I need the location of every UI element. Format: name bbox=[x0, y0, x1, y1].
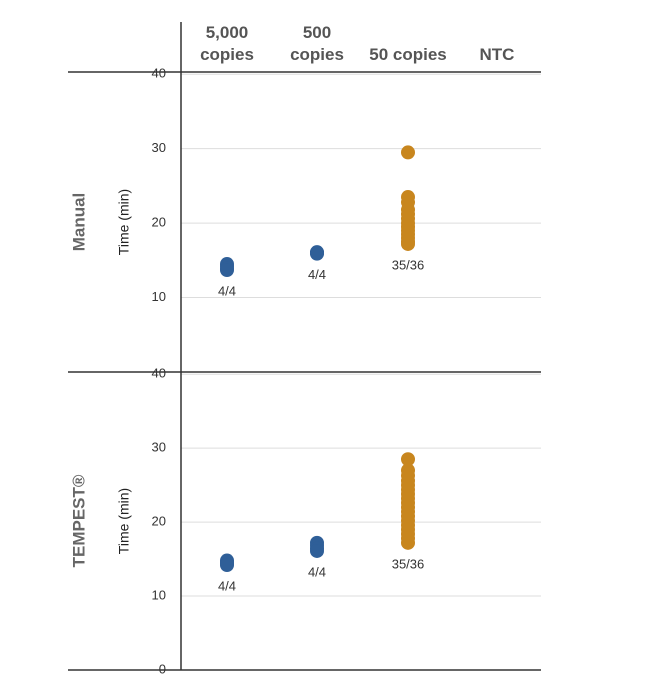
y-axis-label: Time (min) bbox=[116, 189, 132, 255]
value-label: 4/4 bbox=[218, 578, 236, 593]
point bbox=[401, 236, 415, 251]
y-tick-label: 30 bbox=[152, 140, 166, 155]
point bbox=[220, 263, 234, 278]
y-tick-label: 40 bbox=[152, 366, 166, 381]
value-label: 4/4 bbox=[308, 267, 326, 282]
y-tick-label: 30 bbox=[152, 440, 166, 455]
column-header: 500 copies bbox=[290, 23, 344, 64]
y-tick-label: 20 bbox=[152, 514, 166, 529]
value-label: 4/4 bbox=[218, 283, 236, 298]
value-label: 4/4 bbox=[308, 564, 326, 579]
row-label: TEMPEST® bbox=[69, 474, 88, 567]
y-tick-label: 0 bbox=[159, 661, 166, 676]
y-axis-label: Time (min) bbox=[116, 488, 132, 554]
y-tick-label: 20 bbox=[152, 215, 166, 230]
point bbox=[401, 145, 415, 160]
column-header: 50 copies bbox=[369, 45, 447, 64]
value-label: 35/36 bbox=[392, 556, 425, 571]
row-label: Manual bbox=[69, 193, 88, 252]
y-tick-label: 10 bbox=[152, 587, 166, 602]
value-label: 35/36 bbox=[392, 257, 425, 272]
column-header: 5,000 copies bbox=[200, 23, 254, 64]
point bbox=[401, 452, 415, 467]
point bbox=[401, 535, 415, 550]
point bbox=[310, 246, 324, 261]
y-tick-label: 40 bbox=[152, 66, 166, 81]
point bbox=[220, 557, 234, 572]
y-tick-label: 10 bbox=[152, 289, 166, 304]
column-header: NTC bbox=[479, 45, 515, 64]
point bbox=[310, 543, 324, 558]
